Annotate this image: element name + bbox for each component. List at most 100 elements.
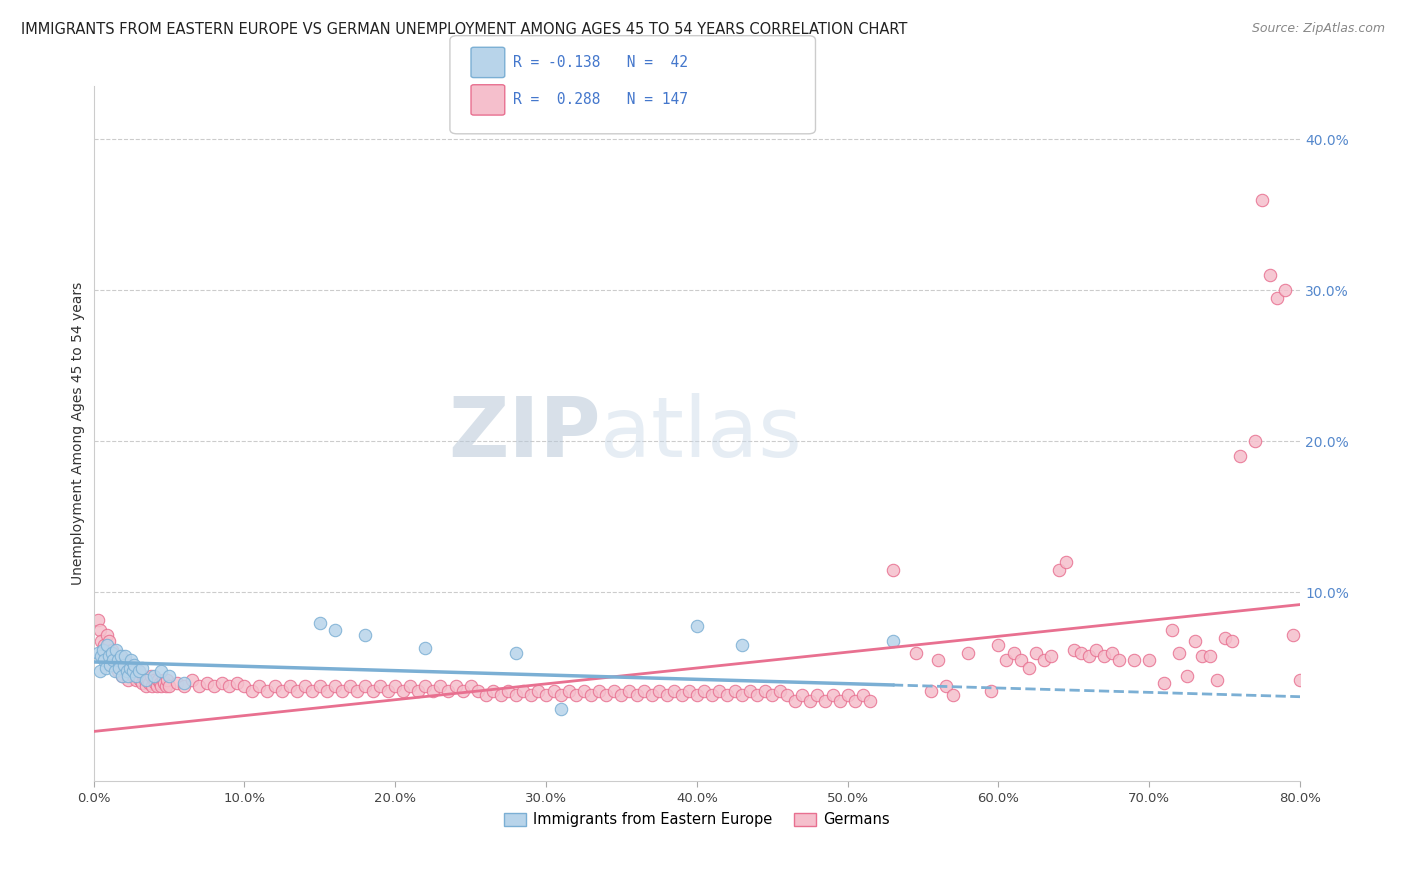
Point bbox=[90, 633, 112, 648]
Point bbox=[565, 688, 588, 702]
Point bbox=[240, 683, 263, 698]
Point bbox=[129, 673, 152, 687]
Point bbox=[935, 679, 957, 693]
Point bbox=[709, 683, 731, 698]
Point bbox=[256, 683, 278, 698]
Point bbox=[332, 683, 354, 698]
Point bbox=[97, 633, 120, 648]
Point bbox=[354, 679, 377, 693]
Point bbox=[127, 668, 149, 682]
Point bbox=[640, 688, 662, 702]
Point bbox=[115, 664, 138, 678]
Point bbox=[1274, 283, 1296, 297]
Point bbox=[467, 683, 489, 698]
Point bbox=[111, 668, 134, 682]
Point bbox=[112, 657, 135, 672]
Point bbox=[87, 613, 110, 627]
Point bbox=[316, 683, 339, 698]
Point bbox=[415, 641, 437, 656]
Point bbox=[543, 683, 565, 698]
Point bbox=[1070, 646, 1092, 660]
Text: Source: ZipAtlas.com: Source: ZipAtlas.com bbox=[1251, 22, 1385, 36]
Point bbox=[678, 683, 700, 698]
Point bbox=[111, 668, 134, 682]
Point bbox=[339, 679, 361, 693]
Point bbox=[149, 676, 172, 690]
Point bbox=[716, 688, 738, 702]
Text: R =  0.288   N = 147: R = 0.288 N = 147 bbox=[513, 93, 688, 107]
Point bbox=[120, 664, 142, 678]
Point bbox=[308, 615, 330, 630]
Point bbox=[799, 694, 821, 708]
Point bbox=[118, 661, 141, 675]
Point bbox=[700, 688, 723, 702]
Point bbox=[107, 653, 129, 667]
Point bbox=[520, 688, 543, 702]
Point bbox=[233, 679, 256, 693]
Point bbox=[98, 657, 121, 672]
Point bbox=[156, 673, 179, 687]
Point bbox=[108, 661, 131, 675]
Point bbox=[422, 683, 444, 698]
Point bbox=[1040, 648, 1063, 663]
Point bbox=[1229, 450, 1251, 464]
Point bbox=[754, 683, 776, 698]
Point bbox=[987, 638, 1010, 652]
Point bbox=[837, 688, 859, 702]
Point bbox=[100, 646, 122, 660]
Point bbox=[135, 673, 157, 687]
Point bbox=[139, 668, 162, 682]
Point bbox=[1077, 648, 1099, 663]
Point bbox=[104, 648, 127, 663]
Point bbox=[97, 648, 120, 663]
Point bbox=[346, 683, 368, 698]
Point bbox=[738, 683, 761, 698]
Point bbox=[152, 673, 174, 687]
Point bbox=[1153, 676, 1175, 690]
Point bbox=[153, 676, 176, 690]
Point bbox=[94, 643, 117, 657]
Point bbox=[90, 648, 112, 663]
Point bbox=[1251, 193, 1274, 207]
Point bbox=[377, 683, 399, 698]
Point bbox=[489, 688, 512, 702]
Point bbox=[1025, 646, 1047, 660]
Point bbox=[723, 683, 745, 698]
Point bbox=[107, 664, 129, 678]
Point bbox=[202, 679, 225, 693]
Point bbox=[527, 683, 550, 698]
Point bbox=[104, 664, 127, 678]
Point bbox=[384, 679, 406, 693]
Point bbox=[693, 683, 716, 698]
Point bbox=[648, 683, 671, 698]
Point bbox=[108, 657, 131, 672]
Point bbox=[1137, 653, 1160, 667]
Point bbox=[132, 668, 155, 682]
Point bbox=[633, 683, 655, 698]
Point bbox=[904, 646, 927, 660]
Point bbox=[498, 683, 520, 698]
Point bbox=[957, 646, 980, 660]
Point bbox=[131, 661, 153, 675]
Point bbox=[1018, 661, 1040, 675]
Point bbox=[114, 653, 136, 667]
Point bbox=[128, 664, 150, 678]
Point bbox=[323, 624, 346, 638]
Point bbox=[429, 679, 451, 693]
Point bbox=[581, 688, 603, 702]
Text: ZIP: ZIP bbox=[447, 393, 600, 475]
Point bbox=[1281, 628, 1303, 642]
Point bbox=[1047, 563, 1070, 577]
Point bbox=[814, 694, 837, 708]
Point bbox=[882, 563, 904, 577]
Point bbox=[655, 688, 678, 702]
Point bbox=[995, 653, 1018, 667]
Point bbox=[761, 688, 783, 702]
Point bbox=[166, 676, 188, 690]
Point bbox=[112, 661, 135, 675]
Point bbox=[120, 653, 142, 667]
Point bbox=[361, 683, 384, 698]
Point bbox=[100, 643, 122, 657]
Point bbox=[1085, 643, 1108, 657]
Point bbox=[927, 653, 949, 667]
